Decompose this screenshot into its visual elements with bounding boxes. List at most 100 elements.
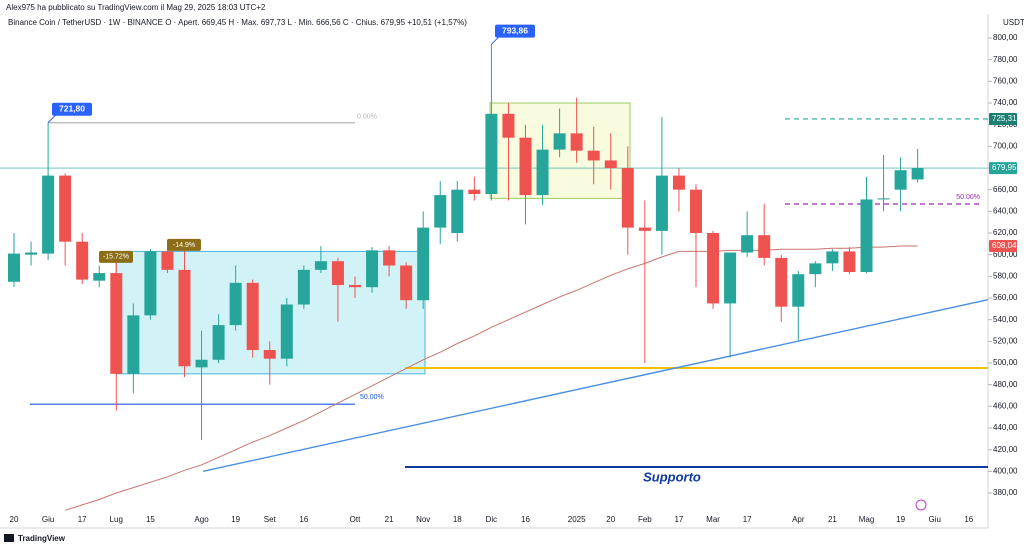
candle-body	[485, 113, 498, 195]
candle-body	[127, 315, 140, 374]
currency: USDT	[1003, 18, 1024, 27]
callout-box	[495, 24, 535, 38]
candle-body	[8, 253, 20, 282]
level-label: 50.00%	[956, 194, 980, 201]
candle-body	[690, 189, 702, 234]
candle-body	[314, 261, 327, 270]
y-tick-label: 780,00	[993, 55, 1018, 64]
logo	[4, 534, 14, 542]
level-label: Supporto	[643, 469, 701, 484]
candle-body	[536, 149, 549, 196]
x-tick-label: 16	[964, 515, 973, 524]
candle-body	[707, 233, 720, 304]
y-tick-label: 440,00	[993, 423, 1018, 432]
candle-body	[724, 252, 737, 304]
candle-body	[263, 350, 276, 359]
y-tick-label: 640,00	[993, 206, 1018, 215]
candle-body	[280, 304, 293, 359]
x-tick-label: 2025	[568, 515, 586, 524]
candle-body	[93, 273, 106, 281]
candle-body	[911, 168, 924, 180]
trendline	[202, 298, 989, 473]
candle-body	[502, 113, 515, 138]
candle-body	[894, 170, 907, 190]
price-box	[989, 112, 1017, 125]
candle-body	[383, 250, 396, 266]
y-tick-label: 520,00	[993, 336, 1018, 345]
x-tick-label: 18	[453, 515, 462, 524]
candle-body	[519, 137, 532, 196]
candle-body	[758, 235, 771, 258]
callout-label: 793,86	[502, 25, 528, 35]
callout-label: 721,80	[59, 103, 85, 113]
y-tick-label: 480,00	[993, 380, 1018, 389]
candle-body	[144, 251, 157, 316]
candle-body	[638, 227, 651, 231]
icon	[915, 499, 927, 511]
x-tick-label: 16	[299, 515, 308, 524]
y-tick-label: 460,00	[993, 401, 1018, 410]
candle-body	[59, 175, 72, 242]
y-tick-label: 700,00	[993, 141, 1018, 150]
x-tick-label: 19	[231, 515, 240, 524]
x-tick-label: 17	[743, 515, 752, 524]
y-tick-label: 600,00	[993, 250, 1018, 259]
x-tick-label: 19	[896, 515, 905, 524]
candle-body	[741, 235, 754, 253]
y-tick-label: 380,00	[993, 488, 1018, 497]
x-tick-label: 21	[385, 515, 394, 524]
candle-body	[349, 285, 361, 288]
price-label: 725,31	[992, 114, 1017, 123]
x-tick-label: 20	[10, 515, 19, 524]
y-tick-label: 580,00	[993, 271, 1018, 280]
y-tick-label: 540,00	[993, 315, 1018, 324]
level-label: 0.00%	[357, 114, 377, 121]
x-tick-label: Lug	[110, 515, 123, 524]
y-tick-label: 420,00	[993, 445, 1018, 454]
level-label: 50.00%	[360, 394, 384, 401]
candle-body	[604, 160, 617, 169]
candle-body	[178, 269, 191, 367]
candle-body	[877, 198, 890, 200]
candle-body	[246, 282, 259, 351]
candle-body	[161, 251, 174, 270]
symbol-line: Binance Coin / TetherUSD · 1W · BINANCE …	[8, 18, 467, 27]
candle-body	[195, 359, 208, 368]
y-tick-label: 560,00	[993, 293, 1018, 302]
y-tick-label: 800,00	[993, 33, 1018, 42]
candle-body	[826, 251, 839, 264]
price-label: 679,95	[992, 163, 1017, 172]
author-line: Alex975 ha pubblicato su TradingView.com…	[6, 3, 266, 12]
candle-body	[468, 189, 481, 195]
drop-box	[99, 250, 133, 263]
x-tick-label: 20	[606, 515, 615, 524]
candle-body	[297, 269, 310, 305]
candle-body	[366, 250, 379, 288]
candle-body	[434, 195, 447, 228]
candle-body	[843, 251, 856, 273]
x-tick-label: Giu	[928, 515, 940, 524]
x-tick-label: 17	[78, 515, 87, 524]
candle-body	[451, 189, 464, 234]
candle-body	[809, 263, 822, 275]
y-tick-label: 740,00	[993, 98, 1018, 107]
price-box	[989, 239, 1017, 252]
candle-body	[621, 168, 634, 228]
x-tick-label: 15	[146, 515, 155, 524]
drop-label: -14.9%	[173, 242, 195, 249]
candle-body	[229, 282, 242, 326]
candle-body	[587, 150, 600, 161]
x-tick-label: Set	[264, 515, 277, 524]
y-tick-label: 660,00	[993, 185, 1018, 194]
candle-body	[331, 261, 344, 286]
candle-body	[672, 175, 685, 190]
x-tick-label: 21	[828, 515, 837, 524]
y-tick-label: 760,00	[993, 76, 1018, 85]
x-tick-label: Mag	[859, 515, 875, 524]
candle-body	[570, 133, 583, 151]
x-tick-label: Nov	[416, 515, 430, 524]
price-box	[989, 162, 1017, 175]
candle-body	[76, 241, 89, 280]
x-tick-label: 16	[521, 515, 530, 524]
